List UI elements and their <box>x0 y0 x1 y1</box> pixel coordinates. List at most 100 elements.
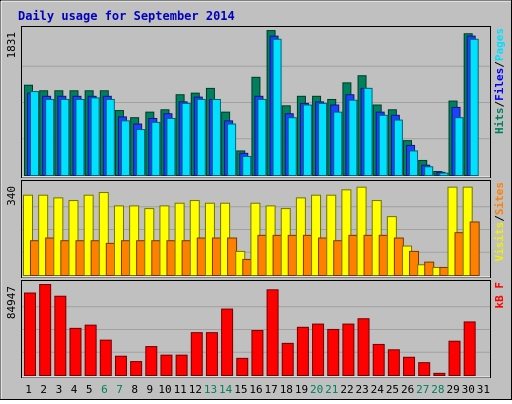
bar-kbf-day-25 <box>387 349 400 377</box>
bar-sites-day-8 <box>136 240 147 277</box>
x-tick-label-day-3: 3 <box>56 383 63 396</box>
x-tick-label-day-19: 19 <box>295 383 308 396</box>
x-tick-label-day-1: 1 <box>25 383 32 396</box>
legend-files: Files <box>493 68 506 101</box>
bar-kbf-day-27 <box>418 362 431 377</box>
legend-: / <box>493 101 506 108</box>
bar-sites-day-22 <box>348 234 359 276</box>
bar-visits-day-11 <box>174 202 185 276</box>
bar-sites-day-6 <box>105 242 116 276</box>
x-tick-label-day-15: 15 <box>234 383 247 396</box>
bar-sites-day-3 <box>60 240 71 277</box>
bar-sites-day-20 <box>318 237 329 277</box>
bar-pages-day-18 <box>287 117 297 177</box>
bar-sites-day-19 <box>302 234 313 276</box>
bar-pages-day-17 <box>272 38 282 176</box>
bar-sites-day-26 <box>409 250 420 276</box>
chart-title: Daily usage for September 2014 <box>18 9 235 23</box>
bar-pages-day-11 <box>181 102 191 176</box>
bar-pages-day-10 <box>166 117 176 177</box>
bar-kbf-day-22 <box>342 323 355 377</box>
bar-pages-day-12 <box>196 98 206 176</box>
bar-kbf-day-2 <box>39 284 52 376</box>
bar-kbf-day-4 <box>69 327 82 376</box>
legend-: / <box>493 215 506 222</box>
bar-kbf-day-18 <box>281 342 294 376</box>
bar-pages-day-5 <box>90 97 100 176</box>
bar-visits-day-29 <box>447 186 458 276</box>
bar-kbf-day-19 <box>296 326 309 376</box>
x-tick-label-day-29: 29 <box>446 383 459 396</box>
bar-kbf-day-24 <box>372 343 385 376</box>
x-tick-label-day-25: 25 <box>386 383 399 396</box>
bar-pages-day-29 <box>454 117 464 177</box>
x-tick-label-day-20: 20 <box>310 383 323 396</box>
bar-sites-day-15 <box>242 258 253 276</box>
x-tick-label-day-2: 2 <box>40 383 47 396</box>
bar-pages-day-21 <box>333 111 343 177</box>
bar-sites-day-9 <box>151 240 162 277</box>
x-tick-label-day-9: 9 <box>147 383 154 396</box>
panel-kbytes-max-label: 84947 <box>5 286 18 319</box>
bar-kbf-day-3 <box>54 295 67 377</box>
bar-kbf-day-7 <box>114 355 127 376</box>
bar-kbf-day-11 <box>175 354 188 376</box>
bar-pages-day-2 <box>45 98 55 176</box>
bar-kbf-day-9 <box>145 346 158 376</box>
bar-pages-day-16 <box>257 98 267 176</box>
bar-sites-day-12 <box>196 237 207 277</box>
bar-pages-day-28 <box>439 172 449 177</box>
bar-pages-day-13 <box>211 98 221 176</box>
bar-pages-day-6 <box>105 98 115 176</box>
bar-sites-day-2 <box>45 237 56 277</box>
bar-pages-day-9 <box>151 121 161 176</box>
bar-sites-day-10 <box>166 240 177 277</box>
legend-kbf: kB F <box>493 282 506 309</box>
x-tick-label-day-4: 4 <box>71 383 78 396</box>
x-tick-label-day-16: 16 <box>249 383 262 396</box>
bar-pages-day-26 <box>409 150 419 177</box>
legend-visits: Visits <box>493 222 506 262</box>
bar-kbf-day-16 <box>251 330 264 376</box>
bar-pages-day-19 <box>302 104 312 176</box>
bar-sites-day-27 <box>424 261 435 276</box>
bar-sites-day-29 <box>454 232 465 276</box>
bar-pages-day-25 <box>393 119 403 176</box>
bar-pages-day-22 <box>348 99 358 176</box>
bar-kbf-day-26 <box>403 356 416 376</box>
panel-visits-sites-max-label: 340 <box>5 186 18 206</box>
x-tick-label-day-22: 22 <box>340 383 353 396</box>
bar-sites-day-14 <box>227 237 238 277</box>
x-tick-label-day-11: 11 <box>174 383 187 396</box>
bar-pages-day-15 <box>242 155 252 176</box>
bar-visits-day-6 <box>98 192 109 277</box>
legend-pages: Pages <box>493 28 506 61</box>
bar-sites-day-18 <box>287 234 298 276</box>
bar-sites-day-28 <box>439 266 450 276</box>
bar-sites-day-17 <box>272 234 283 276</box>
x-tick-label-day-31: 31 <box>477 383 490 396</box>
bar-visits-day-23 <box>356 186 367 276</box>
bar-sites-day-1 <box>30 240 40 277</box>
bar-kbf-day-10 <box>160 354 173 376</box>
bar-visits-day-3 <box>53 197 64 276</box>
bar-pages-day-20 <box>318 102 328 176</box>
bar-pages-day-8 <box>136 129 146 177</box>
bar-sites-day-30 <box>469 221 480 276</box>
bar-sites-day-16 <box>257 234 268 276</box>
panel-hits-files-pages-legend: Hits/Files/Pages <box>493 28 506 134</box>
bar-visits-day-1 <box>23 194 33 277</box>
x-tick-label-day-12: 12 <box>189 383 202 396</box>
bar-kbf-day-28 <box>433 372 446 376</box>
bar-visits-day-22 <box>341 189 352 276</box>
bar-sites-day-13 <box>211 237 222 277</box>
x-tick-label-day-13: 13 <box>204 383 217 396</box>
x-tick-label-day-21: 21 <box>325 383 338 396</box>
bar-kbf-day-17 <box>266 289 279 376</box>
bar-pages-day-4 <box>75 98 85 176</box>
x-tick-label-day-27: 27 <box>416 383 429 396</box>
bar-sites-day-24 <box>378 234 389 276</box>
bar-kbf-day-23 <box>357 318 370 376</box>
